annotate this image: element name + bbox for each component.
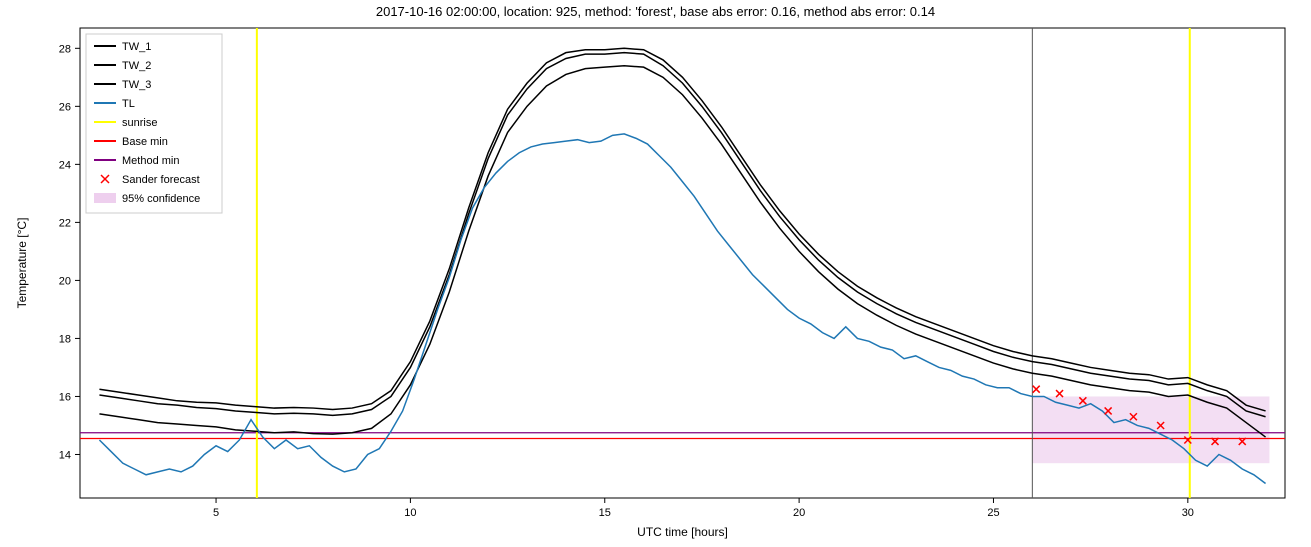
chart-title: 2017-10-16 02:00:00, location: 925, meth… [376,4,935,19]
legend: TW_1 TW_2 TW_3 TL sunrise Base min Method min S… [86,34,222,213]
sander-marker-1 [1056,390,1063,397]
ylabel: Temperature [°C] [15,218,29,309]
xlabel: UTC time [hours] [637,525,728,539]
ytick-label: 22 [59,217,71,229]
chart-container: 2017-10-16 02:00:00, location: 925, meth… [0,0,1311,547]
sander-marker-0 [1033,386,1040,393]
ytick-label: 16 [59,391,71,403]
legend-label: TW_3 [122,79,151,91]
legend-label: TW_1 [122,41,151,53]
legend-label: TL [122,98,135,110]
chart-svg: 2017-10-16 02:00:00, location: 925, meth… [0,0,1311,547]
ytick-label: 14 [59,449,71,461]
legend-label: Sander forecast [122,174,200,186]
legend-label: Method min [122,155,179,167]
ytick-label: 24 [59,159,71,171]
legend-label: 95% confidence [122,193,200,205]
xtick-label: 30 [1182,507,1194,519]
xtick-label: 15 [599,507,611,519]
xtick-label: 20 [793,507,805,519]
legend-label: Base min [122,136,168,148]
xtick-label: 5 [213,507,219,519]
xtick-label: 25 [987,507,999,519]
ytick-label: 26 [59,101,71,113]
ytick-label: 20 [59,275,71,287]
legend-label: TW_2 [122,60,151,72]
ytick-label: 18 [59,333,71,345]
xtick-label: 10 [404,507,416,519]
series-TW_2 [99,53,1265,417]
series-TW_3 [99,66,1265,437]
legend-label: sunrise [122,117,157,129]
ytick-label: 28 [59,43,71,55]
series-TW_1 [99,48,1265,411]
